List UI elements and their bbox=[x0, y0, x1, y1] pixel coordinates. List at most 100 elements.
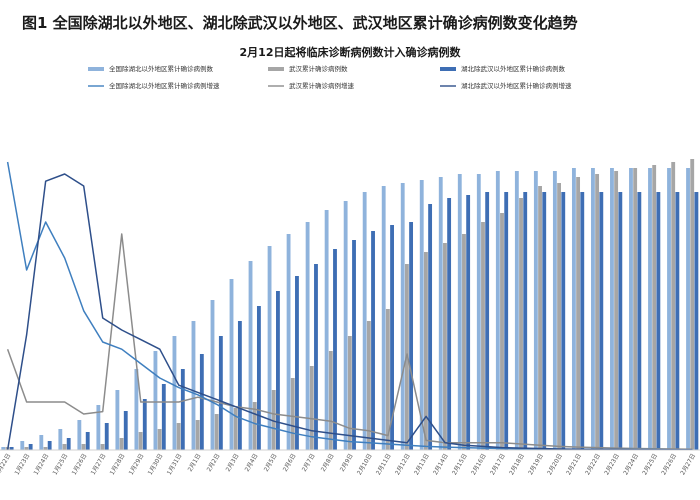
bar-hubei_cum bbox=[199, 354, 204, 450]
bar-national_cum bbox=[248, 261, 253, 450]
bar-hubei_cum bbox=[580, 192, 585, 450]
bar-wuhan_cum bbox=[119, 438, 124, 450]
bar-hubei_cum bbox=[314, 264, 318, 450]
x-tick-label: 2月21日 bbox=[565, 453, 583, 477]
bar-wuhan_cum bbox=[233, 408, 238, 450]
bar-hubei_cum bbox=[161, 384, 166, 450]
bar-wuhan_cum bbox=[100, 444, 105, 450]
x-tick-label: 2月22日 bbox=[584, 453, 602, 477]
x-tick-label: 2月19日 bbox=[527, 453, 545, 477]
bar-wuhan_cum bbox=[290, 378, 295, 450]
bar-wuhan_cum bbox=[652, 165, 657, 450]
bar-wuhan_cum bbox=[138, 432, 143, 450]
bar-wuhan_cum bbox=[366, 321, 371, 450]
bar-wuhan_cum bbox=[385, 309, 390, 450]
bar-wuhan_cum bbox=[633, 168, 638, 450]
bar-national_cum bbox=[191, 321, 196, 450]
x-tick-label: 2月7日 bbox=[301, 453, 317, 474]
bar-national_cum bbox=[229, 279, 234, 450]
legend-label: 武汉累计确诊病例增速 bbox=[289, 81, 355, 90]
bar-national_cum bbox=[362, 192, 367, 450]
bar-national_cum bbox=[381, 186, 386, 450]
bar-wuhan_cum bbox=[176, 423, 181, 450]
legend-item: 湖北除武汉以外地区累计确诊病例增速 bbox=[440, 81, 572, 90]
bar-national_cum bbox=[115, 390, 120, 450]
bar-wuhan_cum bbox=[481, 222, 485, 450]
bar-national_cum bbox=[686, 168, 690, 450]
bar-national_cum bbox=[533, 171, 538, 450]
legend-swatch-bar bbox=[88, 67, 104, 71]
x-tick-label: 1月26日 bbox=[71, 453, 89, 477]
bar-national_cum bbox=[495, 171, 500, 450]
x-tick-label: 2月24日 bbox=[622, 453, 640, 477]
bar-hubei_cum bbox=[352, 240, 356, 450]
bar-wuhan_cum bbox=[81, 444, 86, 450]
x-tick-label: 1月30日 bbox=[147, 453, 165, 477]
bar-wuhan_cum bbox=[462, 234, 466, 450]
x-tick-label: 2月26日 bbox=[660, 453, 678, 477]
bar-wuhan_cum bbox=[252, 402, 257, 450]
x-tick-label: 2月15日 bbox=[451, 453, 469, 477]
x-tick-label: 2月18日 bbox=[508, 453, 526, 477]
bar-hubei_cum bbox=[618, 192, 623, 450]
bar-national_cum bbox=[20, 441, 25, 450]
bar-national_cum bbox=[457, 174, 462, 450]
bar-hubei_cum bbox=[9, 447, 14, 450]
legend-label: 武汉累计确诊病例数 bbox=[289, 64, 348, 73]
bar-wuhan_cum bbox=[347, 336, 352, 450]
x-tick-label: 2月14日 bbox=[432, 453, 450, 477]
bar-hubei_cum bbox=[523, 192, 528, 450]
legend-label: 全国除湖北以外地区累计确诊病例数 bbox=[109, 64, 214, 73]
bar-hubei_cum bbox=[66, 438, 71, 450]
bar-national_cum bbox=[514, 171, 519, 450]
x-tick-label: 2月11日 bbox=[375, 453, 393, 477]
bar-hubei_cum bbox=[218, 336, 223, 450]
x-tick-label: 2月5日 bbox=[263, 453, 279, 474]
bar-hubei_cum bbox=[447, 198, 452, 450]
bar-wuhan_cum bbox=[614, 171, 619, 450]
bar-national_cum bbox=[667, 168, 671, 450]
legend-item: 全国除湖北以外地区累计确诊病例增速 bbox=[88, 81, 220, 90]
legend-item: 湖北除武汉以外地区累计确诊病例数 bbox=[440, 64, 566, 73]
x-tick-label: 2月6日 bbox=[282, 453, 298, 474]
bar-hubei_cum bbox=[656, 192, 661, 450]
bar-national_cum bbox=[58, 429, 63, 450]
bar-hubei_cum bbox=[104, 423, 109, 450]
x-tick-label: 2月27日 bbox=[679, 453, 697, 477]
bar-national_cum bbox=[153, 351, 158, 450]
bar-hubei_cum bbox=[85, 432, 90, 450]
bar-national_cum bbox=[648, 168, 652, 450]
bar-hubei_cum bbox=[599, 192, 604, 450]
bar-hubei_cum bbox=[466, 195, 471, 450]
x-tick-label: 2月1日 bbox=[187, 453, 203, 474]
legend-label: 湖北除武汉以外地区累计确诊病例增速 bbox=[461, 81, 572, 90]
x-tick-label: 2月16日 bbox=[470, 453, 488, 477]
bar-wuhan_cum bbox=[671, 162, 676, 450]
x-tick-label: 1月23日 bbox=[14, 453, 32, 477]
bar-hubei_cum bbox=[542, 192, 547, 450]
bar-wuhan_cum bbox=[500, 213, 504, 450]
legend-label: 湖北除武汉以外地区累计确诊病例数 bbox=[461, 64, 566, 73]
bar-national_cum bbox=[400, 183, 405, 450]
x-tick-label: 1月27日 bbox=[90, 453, 108, 477]
bar-hubei_cum bbox=[333, 249, 337, 450]
bar-hubei_cum bbox=[256, 306, 261, 450]
bar-national_cum bbox=[591, 168, 595, 450]
x-tick-label: 2月13日 bbox=[413, 453, 431, 477]
bar-national_cum bbox=[629, 168, 633, 450]
bar-wuhan_cum bbox=[519, 198, 523, 450]
bar-national_cum bbox=[77, 420, 82, 450]
bar-national_cum bbox=[343, 201, 348, 450]
bar-national_cum bbox=[134, 369, 139, 450]
bar-wuhan_cum bbox=[271, 390, 276, 450]
bar-hubei_cum bbox=[409, 222, 414, 450]
x-tick-label: 2月23日 bbox=[603, 453, 621, 477]
bar-national_cum bbox=[172, 336, 177, 450]
bar-wuhan_cum bbox=[43, 447, 48, 450]
bar-national_cum bbox=[267, 246, 272, 450]
x-tick-label: 2月10日 bbox=[356, 453, 374, 477]
bar-national_cum bbox=[39, 435, 44, 450]
x-tick-label: 2月8日 bbox=[320, 453, 336, 474]
chart-subtitle: 2月12日起将临床诊断病例数计入确诊病例数 bbox=[239, 46, 461, 59]
